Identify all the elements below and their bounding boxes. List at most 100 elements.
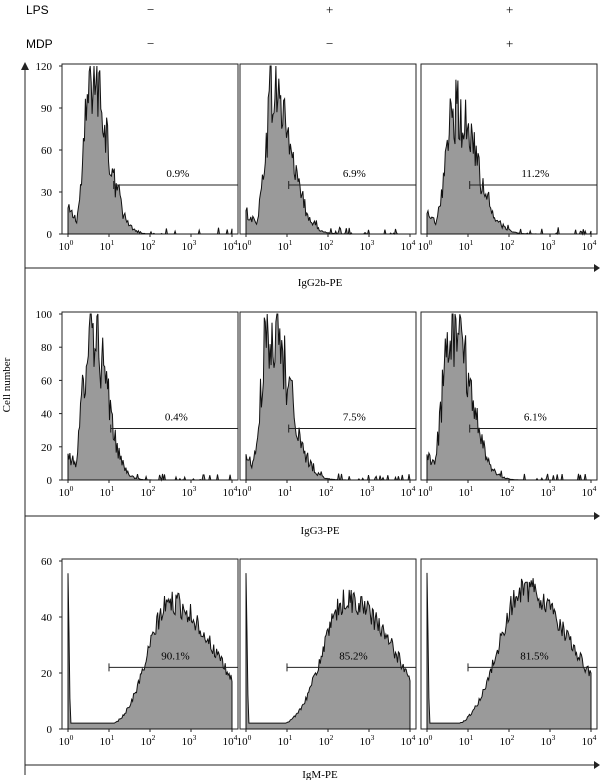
histogram-series [426, 313, 591, 481]
histogram-series [67, 313, 232, 482]
histogram-panel: 6.9% 100 101 102 103 104 [237, 63, 417, 253]
lps-value-col1: − [147, 2, 154, 17]
y-tick-label: 30 [41, 187, 53, 199]
mdp-value-col1: − [147, 36, 154, 51]
x-tick-label: 104 [401, 484, 416, 499]
gate-percentage-label: 6.1% [524, 412, 547, 424]
x-tick-label: 100 [237, 484, 252, 499]
mdp-value-col3: + [506, 36, 513, 51]
histogram-panel: 85.2% 100 101 102 103 104 [237, 558, 417, 748]
x-tick-label: 101 [459, 484, 474, 499]
x-tick-label: 104 [582, 238, 597, 253]
y-tick-label: 0 [47, 229, 53, 241]
y-tick-label: 20 [41, 668, 53, 680]
x-tick-label: 101 [459, 733, 474, 748]
histogram-series [67, 573, 233, 730]
x-tick-label: 101 [100, 733, 115, 748]
y-tick-label: 60 [41, 145, 53, 157]
histogram-panel: 90.1% 100 101 102 103 104 [59, 558, 239, 748]
lps-value-col3: + [506, 2, 513, 17]
histogram-series [426, 572, 592, 730]
x-tick-label: 100 [59, 484, 74, 499]
gate-percentage-label: 85.2% [339, 650, 367, 662]
x-tick-label: 101 [278, 733, 293, 748]
y-tick-label: 90 [41, 103, 53, 115]
x-axis-arrow [594, 264, 600, 272]
x-tick-label: 102 [500, 238, 515, 253]
histogram-series [245, 313, 411, 481]
histogram-row-3: 0 20 40 60 IgM-PE 90.1% 100 101 102 103 104 85.2% 10… [25, 556, 600, 780]
x-tick-label: 103 [541, 238, 556, 253]
x-axis-title: IgG3-PE [300, 525, 339, 537]
y-tick-label: 80 [41, 342, 53, 354]
x-tick-label: 104 [401, 238, 416, 253]
histogram-row-1: 0 30 60 90 120 IgG2b-PE 0.9% 100 101 102 103 104 6.9… [25, 61, 600, 289]
x-tick-label: 101 [100, 484, 115, 499]
histogram-panel: 11.2% 100 101 102 103 104 [418, 63, 598, 253]
x-tick-label: 102 [141, 238, 156, 253]
x-tick-label: 102 [319, 733, 334, 748]
mdp-value-col2: − [326, 36, 333, 51]
histogram-panel: 0.4% 100 101 102 103 104 [59, 311, 239, 499]
x-tick-label: 104 [223, 733, 238, 748]
lps-value-col2: + [326, 2, 333, 17]
gate-percentage-label: 90.1% [161, 650, 189, 662]
y-tick-label: 40 [41, 409, 53, 421]
y-tick-label: 120 [36, 61, 53, 73]
lps-row-label: LPS [26, 3, 49, 17]
x-tick-label: 100 [59, 733, 74, 748]
y-tick-label: 60 [41, 556, 53, 568]
histogram-panel: 0.9% 100 101 102 103 104 [59, 63, 239, 253]
y-tick-label: 100 [36, 309, 53, 321]
x-tick-label: 104 [582, 733, 597, 748]
y-tick-label: 40 [41, 612, 53, 624]
x-tick-label: 102 [141, 484, 156, 499]
histogram-series [426, 79, 592, 236]
x-axis-arrow [594, 761, 600, 769]
mdp-row-label: MDP [26, 37, 53, 51]
x-tick-label: 100 [59, 238, 74, 253]
x-tick-label: 102 [319, 238, 334, 253]
x-tick-label: 103 [541, 733, 556, 748]
x-tick-label: 100 [237, 238, 252, 253]
x-tick-label: 103 [182, 733, 197, 748]
gate-percentage-label: 0.9% [166, 168, 189, 180]
x-tick-label: 102 [500, 484, 515, 499]
x-tick-label: 100 [237, 733, 252, 748]
x-tick-label: 104 [582, 484, 597, 499]
gate-percentage-label: 7.5% [343, 412, 366, 424]
x-tick-label: 100 [418, 238, 433, 253]
x-tick-label: 101 [100, 238, 115, 253]
gate-percentage-label: 81.5% [520, 650, 548, 662]
x-tick-label: 103 [182, 484, 197, 499]
x-axis-arrow [594, 512, 600, 520]
histogram-series [245, 65, 410, 236]
y-axis-arrow [21, 62, 29, 70]
gate-percentage-label: 0.4% [165, 412, 188, 424]
histogram-series [245, 573, 411, 730]
x-tick-label: 103 [360, 484, 375, 499]
x-axis-title: IgG2b-PE [298, 277, 343, 289]
y-tick-label: 20 [41, 442, 53, 454]
x-tick-label: 103 [182, 238, 197, 253]
histogram-series [67, 65, 233, 235]
y-tick-label: 60 [41, 375, 53, 387]
x-tick-label: 104 [401, 733, 416, 748]
x-tick-label: 101 [459, 238, 474, 253]
x-tick-label: 102 [319, 484, 334, 499]
condition-header: LPS − + + MDP − − + [26, 2, 513, 51]
histogram-panel: 7.5% 100 101 102 103 104 [237, 311, 417, 499]
x-tick-label: 104 [223, 238, 238, 253]
x-tick-label: 102 [500, 733, 515, 748]
gate-percentage-label: 6.9% [343, 168, 366, 180]
x-axis-title: IgM-PE [302, 769, 338, 780]
x-tick-label: 100 [418, 484, 433, 499]
histogram-panel: 81.5% 100 101 102 103 104 [418, 558, 598, 748]
histogram-panel: 6.1% 100 101 102 103 104 [418, 311, 598, 499]
x-tick-label: 103 [541, 484, 556, 499]
x-tick-label: 101 [278, 484, 293, 499]
y-axis-title: Cell number [1, 357, 13, 412]
x-tick-label: 104 [223, 484, 238, 499]
